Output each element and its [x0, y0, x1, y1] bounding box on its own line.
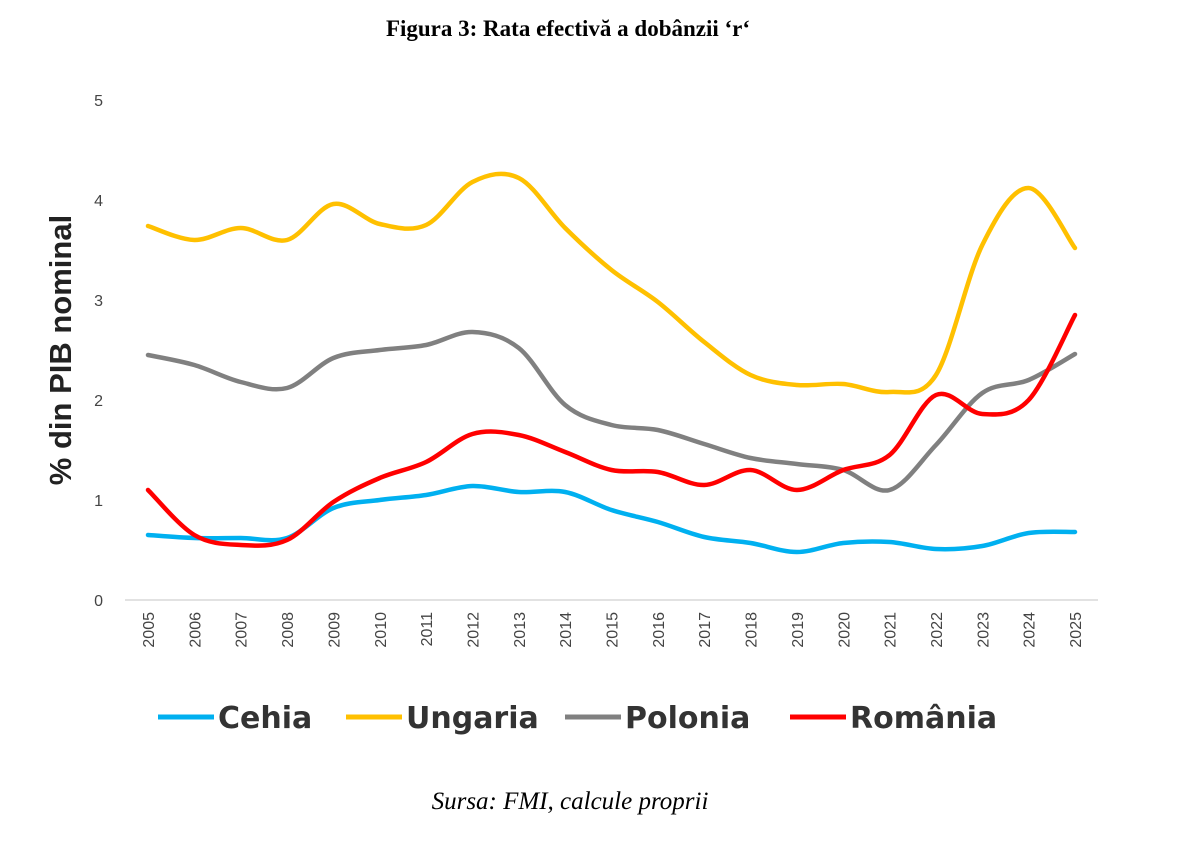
x-tick-label: 2007	[234, 612, 251, 648]
series-line-ungaria	[145, 171, 1078, 395]
x-tick-label: 2008	[280, 612, 297, 648]
y-tick-label: 3	[94, 293, 103, 310]
x-tick-label: 2022	[929, 612, 946, 648]
y-tick-label: 2	[94, 393, 103, 410]
legend-label: România	[850, 701, 997, 736]
x-tick-label: 2012	[465, 612, 482, 648]
x-tick-label: 2016	[651, 612, 668, 648]
x-tick-label: 2010	[373, 612, 390, 648]
y-tick-label: 5	[94, 93, 103, 110]
x-tick-label: 2017	[697, 612, 714, 648]
x-tick-label: 2024	[1022, 612, 1039, 648]
x-tick-label: 2013	[512, 612, 529, 648]
legend-label: Cehia	[218, 701, 312, 736]
chart-title: Figura 3: Rata efectivă a dobânzii ‘r‘	[385, 16, 751, 41]
x-tick-label: 2009	[326, 612, 343, 648]
y-tick-label: 0	[94, 593, 103, 610]
x-tick-label: 2018	[744, 612, 761, 648]
x-tick-label: 2020	[836, 612, 853, 648]
x-tick-label: 2021	[883, 612, 900, 648]
x-tick-label: 2015	[605, 612, 622, 648]
legend-label: Polonia	[625, 701, 750, 736]
y-tick-label: 1	[94, 493, 103, 510]
series-line-românia	[145, 312, 1078, 548]
y-tick-label: 4	[94, 193, 103, 210]
x-tick-label: 2006	[187, 612, 204, 648]
x-tick-label: 2025	[1068, 612, 1085, 648]
x-tick-label: 2011	[419, 612, 436, 647]
x-tick-label: 2019	[790, 612, 807, 648]
chart-source: Sursa: FMI, calcule proprii	[431, 788, 709, 815]
series-line-polonia	[145, 329, 1078, 493]
y-axis-label: % din PIB nominal	[43, 215, 78, 485]
x-tick-label: 2023	[975, 612, 992, 648]
x-tick-label: 2014	[558, 612, 575, 648]
x-tick-label: 2005	[141, 612, 158, 648]
legend-label: Ungaria	[406, 701, 539, 736]
